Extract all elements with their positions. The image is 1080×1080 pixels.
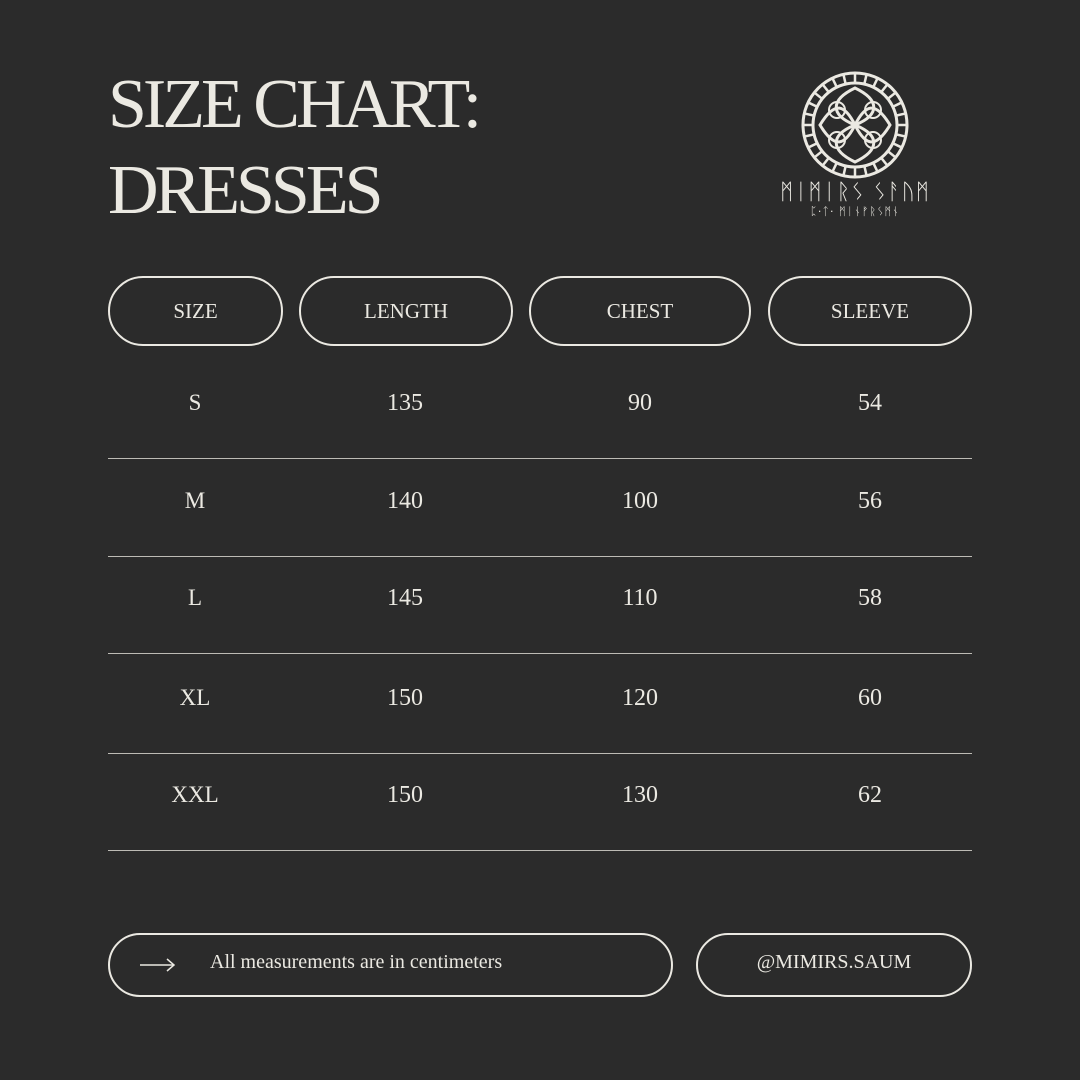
cell-chest: 90 (628, 390, 652, 416)
cell-length: 135 (387, 390, 423, 416)
cell-sleeve: 58 (858, 585, 882, 611)
brand-logo: ᛗᛁᛗᛁᚱᛊ ᛊᚨᚢᛗ ᛈ·ᛏ· ᛗᛁᚾᚠᚱᛊᛗᚾ (780, 70, 930, 230)
header-sleeve: SLEEVE (768, 276, 972, 346)
ring-tick (821, 157, 830, 167)
brand-sub-runes: ᛈ·ᛏ· ᛗᛁᚾᚠᚱᛊᛗᚾ (810, 205, 900, 218)
row-divider (108, 753, 972, 754)
cell-length: 150 (387, 782, 423, 808)
ring-tick (813, 150, 823, 159)
ring-tick (842, 165, 847, 176)
cell-sleeve: 60 (858, 685, 882, 711)
arrow-right-icon (140, 958, 176, 972)
header-size: SIZE (108, 276, 283, 346)
row-divider (108, 850, 972, 851)
cell-size: M (184, 488, 206, 513)
cell-size: S (188, 390, 202, 415)
ring-tick (842, 74, 847, 85)
cell-sleeve: 62 (858, 782, 882, 808)
header-chest: CHEST (529, 276, 751, 346)
ring-tick (863, 165, 868, 176)
cell-length: 145 (387, 585, 423, 611)
ring-tick (863, 74, 868, 85)
ring-tick (804, 133, 815, 138)
ring-tick (880, 83, 889, 93)
measurement-note-text: All measurements are in centimeters (210, 950, 503, 973)
social-handle-text: @MIMIRS.SAUM (756, 950, 912, 973)
ring-tick (892, 142, 903, 149)
ring-tick (872, 77, 879, 88)
ring-tick (831, 162, 838, 173)
ring-tick (895, 133, 906, 138)
celtic-knot-icon (801, 71, 909, 179)
ring-tick (895, 112, 906, 117)
cell-sleeve: 56 (858, 488, 882, 514)
cell-length: 150 (387, 685, 423, 711)
cell-length: 140 (387, 488, 423, 514)
brand-name-runes: ᛗᛁᛗᛁᚱᛊ ᛊᚨᚢᛗ (780, 180, 930, 205)
header-length: LENGTH (299, 276, 513, 346)
ring-tick (880, 157, 889, 167)
ring-tick (831, 77, 838, 88)
row-divider (108, 556, 972, 557)
page-title: SIZE CHART: DRESSES (108, 62, 482, 234)
cell-chest: 110 (622, 585, 658, 611)
ring-tick (804, 112, 815, 117)
cell-size: L (187, 585, 203, 610)
ring-tick (813, 91, 823, 100)
ring-tick (821, 83, 830, 93)
ring-tick (887, 150, 897, 159)
ring-tick (892, 101, 903, 108)
row-divider (108, 458, 972, 459)
ring-tick (887, 91, 897, 100)
title-line-1: SIZE CHART: (108, 66, 482, 143)
cell-size: XL (179, 685, 211, 710)
cell-size: XXL (171, 782, 219, 807)
title-line-2: DRESSES (108, 152, 384, 229)
ring-tick (807, 101, 818, 108)
social-handle: @MIMIRS.SAUM (696, 933, 972, 997)
ring-tick (807, 142, 818, 149)
row-divider (108, 653, 972, 654)
cell-chest: 120 (622, 685, 658, 711)
cell-chest: 100 (622, 488, 658, 514)
cell-chest: 130 (622, 782, 658, 808)
ring-tick (872, 162, 879, 173)
measurement-note: All measurements are in centimeters (108, 933, 673, 997)
cell-sleeve: 54 (858, 390, 882, 416)
